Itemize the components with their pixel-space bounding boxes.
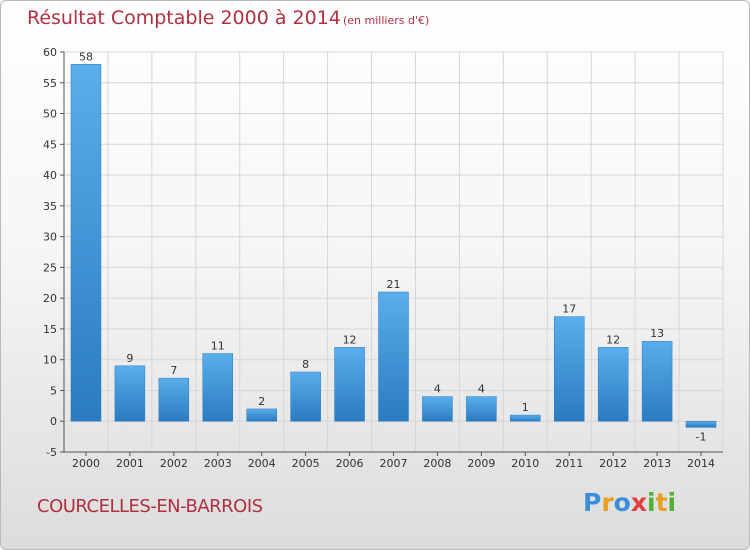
y-tick-label: 55 [43, 77, 57, 90]
chart-subtitle: (en milliers d'€) [343, 14, 430, 27]
logo-letter: o [613, 488, 631, 517]
x-tick-label: 2003 [204, 457, 232, 470]
y-tick-label: 10 [43, 354, 57, 367]
y-tick-label: 20 [43, 292, 57, 305]
bar-2004 [246, 408, 277, 422]
y-tick-label: 5 [50, 384, 57, 397]
data-label-2004: 2 [258, 395, 265, 408]
bar-2003 [202, 353, 234, 422]
logo-letter: i [647, 488, 656, 517]
bar-2006 [334, 347, 365, 422]
bar-2014 [685, 420, 717, 428]
bar-2001 [114, 365, 146, 422]
x-tick-label: 2008 [423, 457, 451, 470]
x-tick-label: 2007 [380, 457, 408, 470]
x-tick-label: 2002 [160, 457, 188, 470]
proxiti-logo[interactable]: Proxiti [583, 488, 676, 517]
y-tick-label: 25 [43, 261, 57, 274]
x-tick-label: 2009 [467, 457, 495, 470]
logo-letter: i [667, 488, 677, 517]
data-label-2008: 4 [434, 383, 441, 396]
y-tick-label: 15 [43, 323, 57, 336]
y-tick-label: 40 [43, 169, 57, 182]
y-tick-label: -5 [46, 446, 57, 459]
y-tick-label: 60 [43, 46, 57, 59]
data-label-2005: 8 [302, 358, 309, 371]
y-tick-label: 35 [43, 200, 57, 213]
data-label-2002: 7 [170, 364, 177, 377]
data-label-2014: -1 [696, 430, 707, 443]
data-label-2009: 4 [478, 383, 485, 396]
x-tick-label: 2006 [336, 457, 364, 470]
x-tick-label: 2000 [72, 457, 100, 470]
bars [70, 64, 717, 428]
bar-2009 [466, 396, 497, 422]
commune-name: COURCELLES-EN-BARROIS [37, 496, 263, 517]
x-tick-label: 2001 [116, 457, 144, 470]
x-tick-label: 2014 [687, 457, 715, 470]
x-tick-label: 2012 [599, 457, 627, 470]
value-labels: 58 9 7 11 2 8 12 21 4 4 1 17 12 13 -1 [79, 50, 707, 443]
bar-2000 [70, 64, 102, 422]
bar-2011 [553, 316, 585, 422]
bar-2012 [597, 347, 629, 422]
data-label-2007: 21 [387, 278, 401, 291]
data-label-2013: 13 [650, 327, 664, 340]
logo-letter: x [630, 488, 647, 517]
logo-letter: P [583, 488, 602, 517]
data-label-2011: 17 [562, 303, 576, 316]
x-tick-label: 2005 [292, 457, 320, 470]
bar-2002 [158, 377, 190, 422]
y-tick-label: 50 [43, 108, 57, 121]
axes: -5 0 5 10 15 20 25 30 35 40 45 50 55 60 2000 2001 2002 20… [43, 46, 723, 470]
logo-letter: t [655, 488, 668, 517]
data-label-2012: 12 [606, 333, 620, 346]
x-tick-label: 2010 [511, 457, 539, 470]
data-label-2003: 11 [211, 340, 225, 353]
data-label-2010: 1 [522, 401, 529, 414]
y-tick-label: 45 [43, 138, 57, 151]
data-label-2000: 58 [79, 50, 93, 63]
bar-2005 [290, 371, 321, 422]
bar-2007 [378, 291, 409, 422]
x-tick-label: 2004 [248, 457, 276, 470]
bar-2010 [510, 414, 541, 422]
data-label-2001: 9 [126, 352, 133, 365]
bar-2008 [422, 396, 453, 422]
y-tick-label: 0 [50, 415, 57, 428]
x-tick-label: 2011 [555, 457, 583, 470]
chart-title: Résultat Comptable 2000 à 2014 [27, 7, 341, 29]
y-tick-label: 30 [43, 231, 57, 244]
data-label-2006: 12 [343, 333, 357, 346]
logo-letter: r [601, 488, 614, 517]
bar-2013 [641, 340, 673, 422]
x-tick-label: 2013 [643, 457, 671, 470]
